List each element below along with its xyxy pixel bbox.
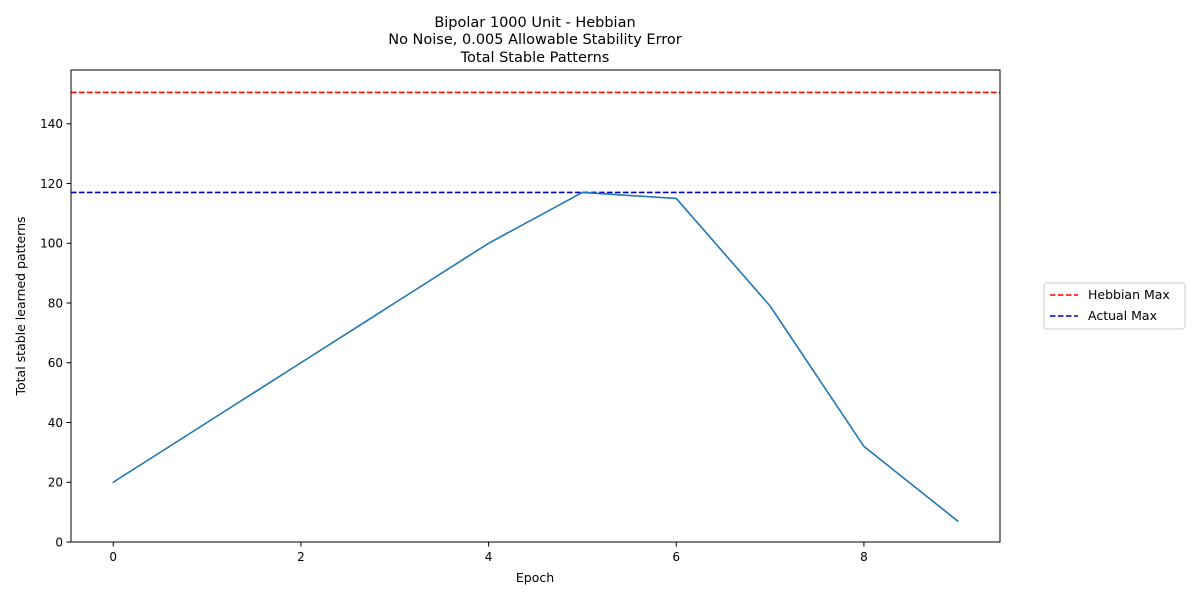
plot-frame	[70, 69, 1001, 543]
legend-label-actual-max: Actual Max	[1088, 308, 1157, 323]
x-tick-label: 8	[860, 550, 868, 564]
chart-title-line-1: Bipolar 1000 Unit - Hebbian	[434, 15, 635, 31]
data-point-0-4	[488, 242, 490, 244]
legend-box	[1043, 282, 1186, 330]
data-point-0-2	[300, 362, 302, 364]
y-tick-label: 120	[40, 177, 63, 191]
plot-area	[71, 91, 1000, 522]
y-tick-label: 80	[48, 296, 63, 310]
y-tick-label: 40	[48, 416, 63, 430]
x-tick-label: 4	[485, 550, 493, 564]
data-point-0-1	[206, 422, 208, 424]
chart-title-line-2: No Noise, 0.005 Allowable Stability Erro…	[388, 32, 682, 48]
y-tick-label: 60	[48, 356, 63, 370]
data-point-0-0	[112, 481, 114, 483]
data-point-0-3	[394, 302, 396, 304]
data-point-0-8	[863, 446, 865, 448]
legend: Hebbian Max Actual Max	[1043, 282, 1186, 330]
x-tick-label: 2	[297, 550, 305, 564]
x-tick-label: 0	[109, 550, 117, 564]
data-point-0-9	[957, 520, 959, 522]
y-tick-label: 20	[48, 476, 63, 490]
x-axis-label: Epoch	[516, 570, 554, 585]
data-point-0-6	[675, 198, 677, 200]
data-point-0-5	[582, 192, 584, 194]
chart-title: Bipolar 1000 Unit - Hebbian No Noise, 0.…	[388, 15, 682, 66]
y-tick-label: 140	[40, 117, 63, 131]
y-tick-label: 100	[40, 237, 63, 251]
data-point-0-7	[769, 305, 771, 307]
y-axis-label: Total stable learned patterns	[13, 216, 28, 396]
series-line-0	[112, 191, 959, 522]
x-axis: 0 2 4 6 8	[109, 542, 868, 564]
y-tick-label: 0	[55, 535, 63, 549]
y-axis: 0 20 40 60 80 100 120 140	[40, 117, 71, 549]
chart-title-line-3: Total Stable Patterns	[460, 50, 610, 66]
legend-label-hebbian-max: Hebbian Max	[1088, 287, 1170, 302]
x-tick-label: 6	[672, 550, 680, 564]
